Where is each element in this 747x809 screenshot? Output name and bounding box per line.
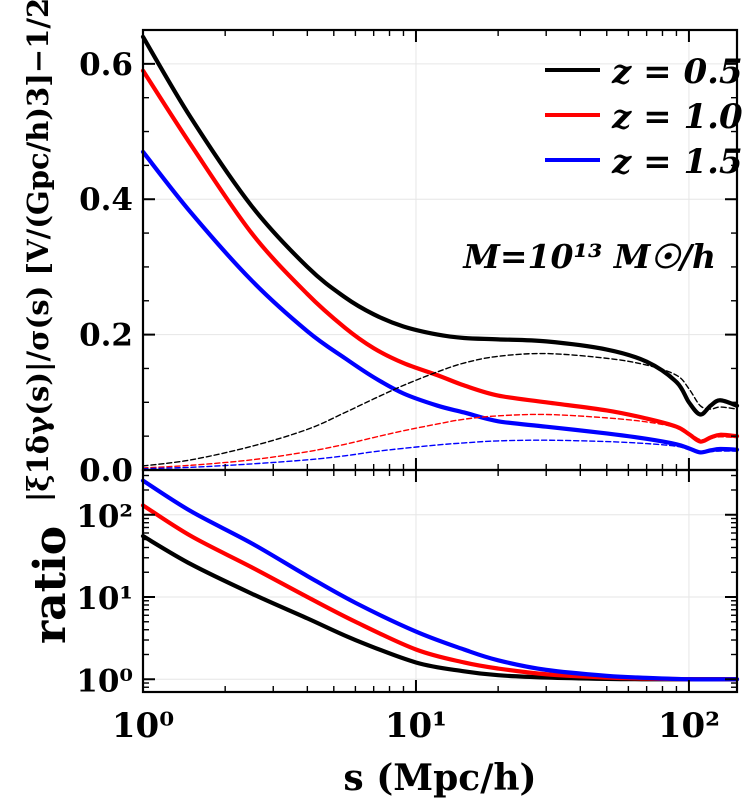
top-y-tick-label: 0.2 xyxy=(79,318,133,354)
top-dashed-line-3 xyxy=(142,352,738,467)
top-dashed-line-4 xyxy=(142,413,738,469)
top-panel: 0.0 0.2 0.4 0.6 z = 0.5 z = 1.0 z = 1.5 M=1… xyxy=(21,0,743,502)
bottom-y-tick-label: 10⁰ xyxy=(76,663,133,699)
legend: z = 0.5 z = 1.0 z = 1.5 xyxy=(545,52,743,182)
top-y-tick-label: 0.6 xyxy=(79,47,133,83)
bottom-panel: 10⁰ 10¹ 10² 10⁰ 10¹ 10² ratio s (Mpc/h) xyxy=(25,468,740,799)
x-tick-label: 10² xyxy=(658,706,720,746)
top-series xyxy=(140,34,740,470)
bottom-ticks: 10⁰ 10¹ 10² 10⁰ 10¹ 10² xyxy=(76,470,737,746)
mass-annotation: M=10¹³ M☉/h xyxy=(462,237,716,276)
top-series-line-2 xyxy=(140,149,740,455)
bottom-y-tick-label: 10² xyxy=(76,499,133,535)
bottom-plot-frame xyxy=(141,468,739,694)
top-series-line-1 xyxy=(140,68,740,444)
top-grid xyxy=(142,30,737,470)
legend-label-z10: z = 1.0 xyxy=(611,97,743,137)
legend-label-z15: z = 1.5 xyxy=(611,142,743,182)
x-tick-label: 10⁰ xyxy=(112,706,174,746)
top-dashed-line-5 xyxy=(142,439,738,470)
bottom-series xyxy=(140,478,740,682)
top-series-line-0 xyxy=(140,34,740,417)
legend-label-z05: z = 0.5 xyxy=(611,52,743,92)
bottom-y-tick-label: 10¹ xyxy=(76,581,133,617)
x-tick-label: 10¹ xyxy=(385,706,447,746)
top-y-tick-label: 0.0 xyxy=(79,453,133,489)
bottom-y-axis-label: ratio xyxy=(25,526,76,644)
bottom-series-line-2 xyxy=(140,478,740,682)
x-axis-label: s (Mpc/h) xyxy=(343,757,536,799)
top-y-axis-label: |ξ1δγ(s)|/σ(s) [V/(Gpc/h)3]−1/2 xyxy=(21,0,55,502)
top-y-tick-label: 0.4 xyxy=(79,182,133,218)
